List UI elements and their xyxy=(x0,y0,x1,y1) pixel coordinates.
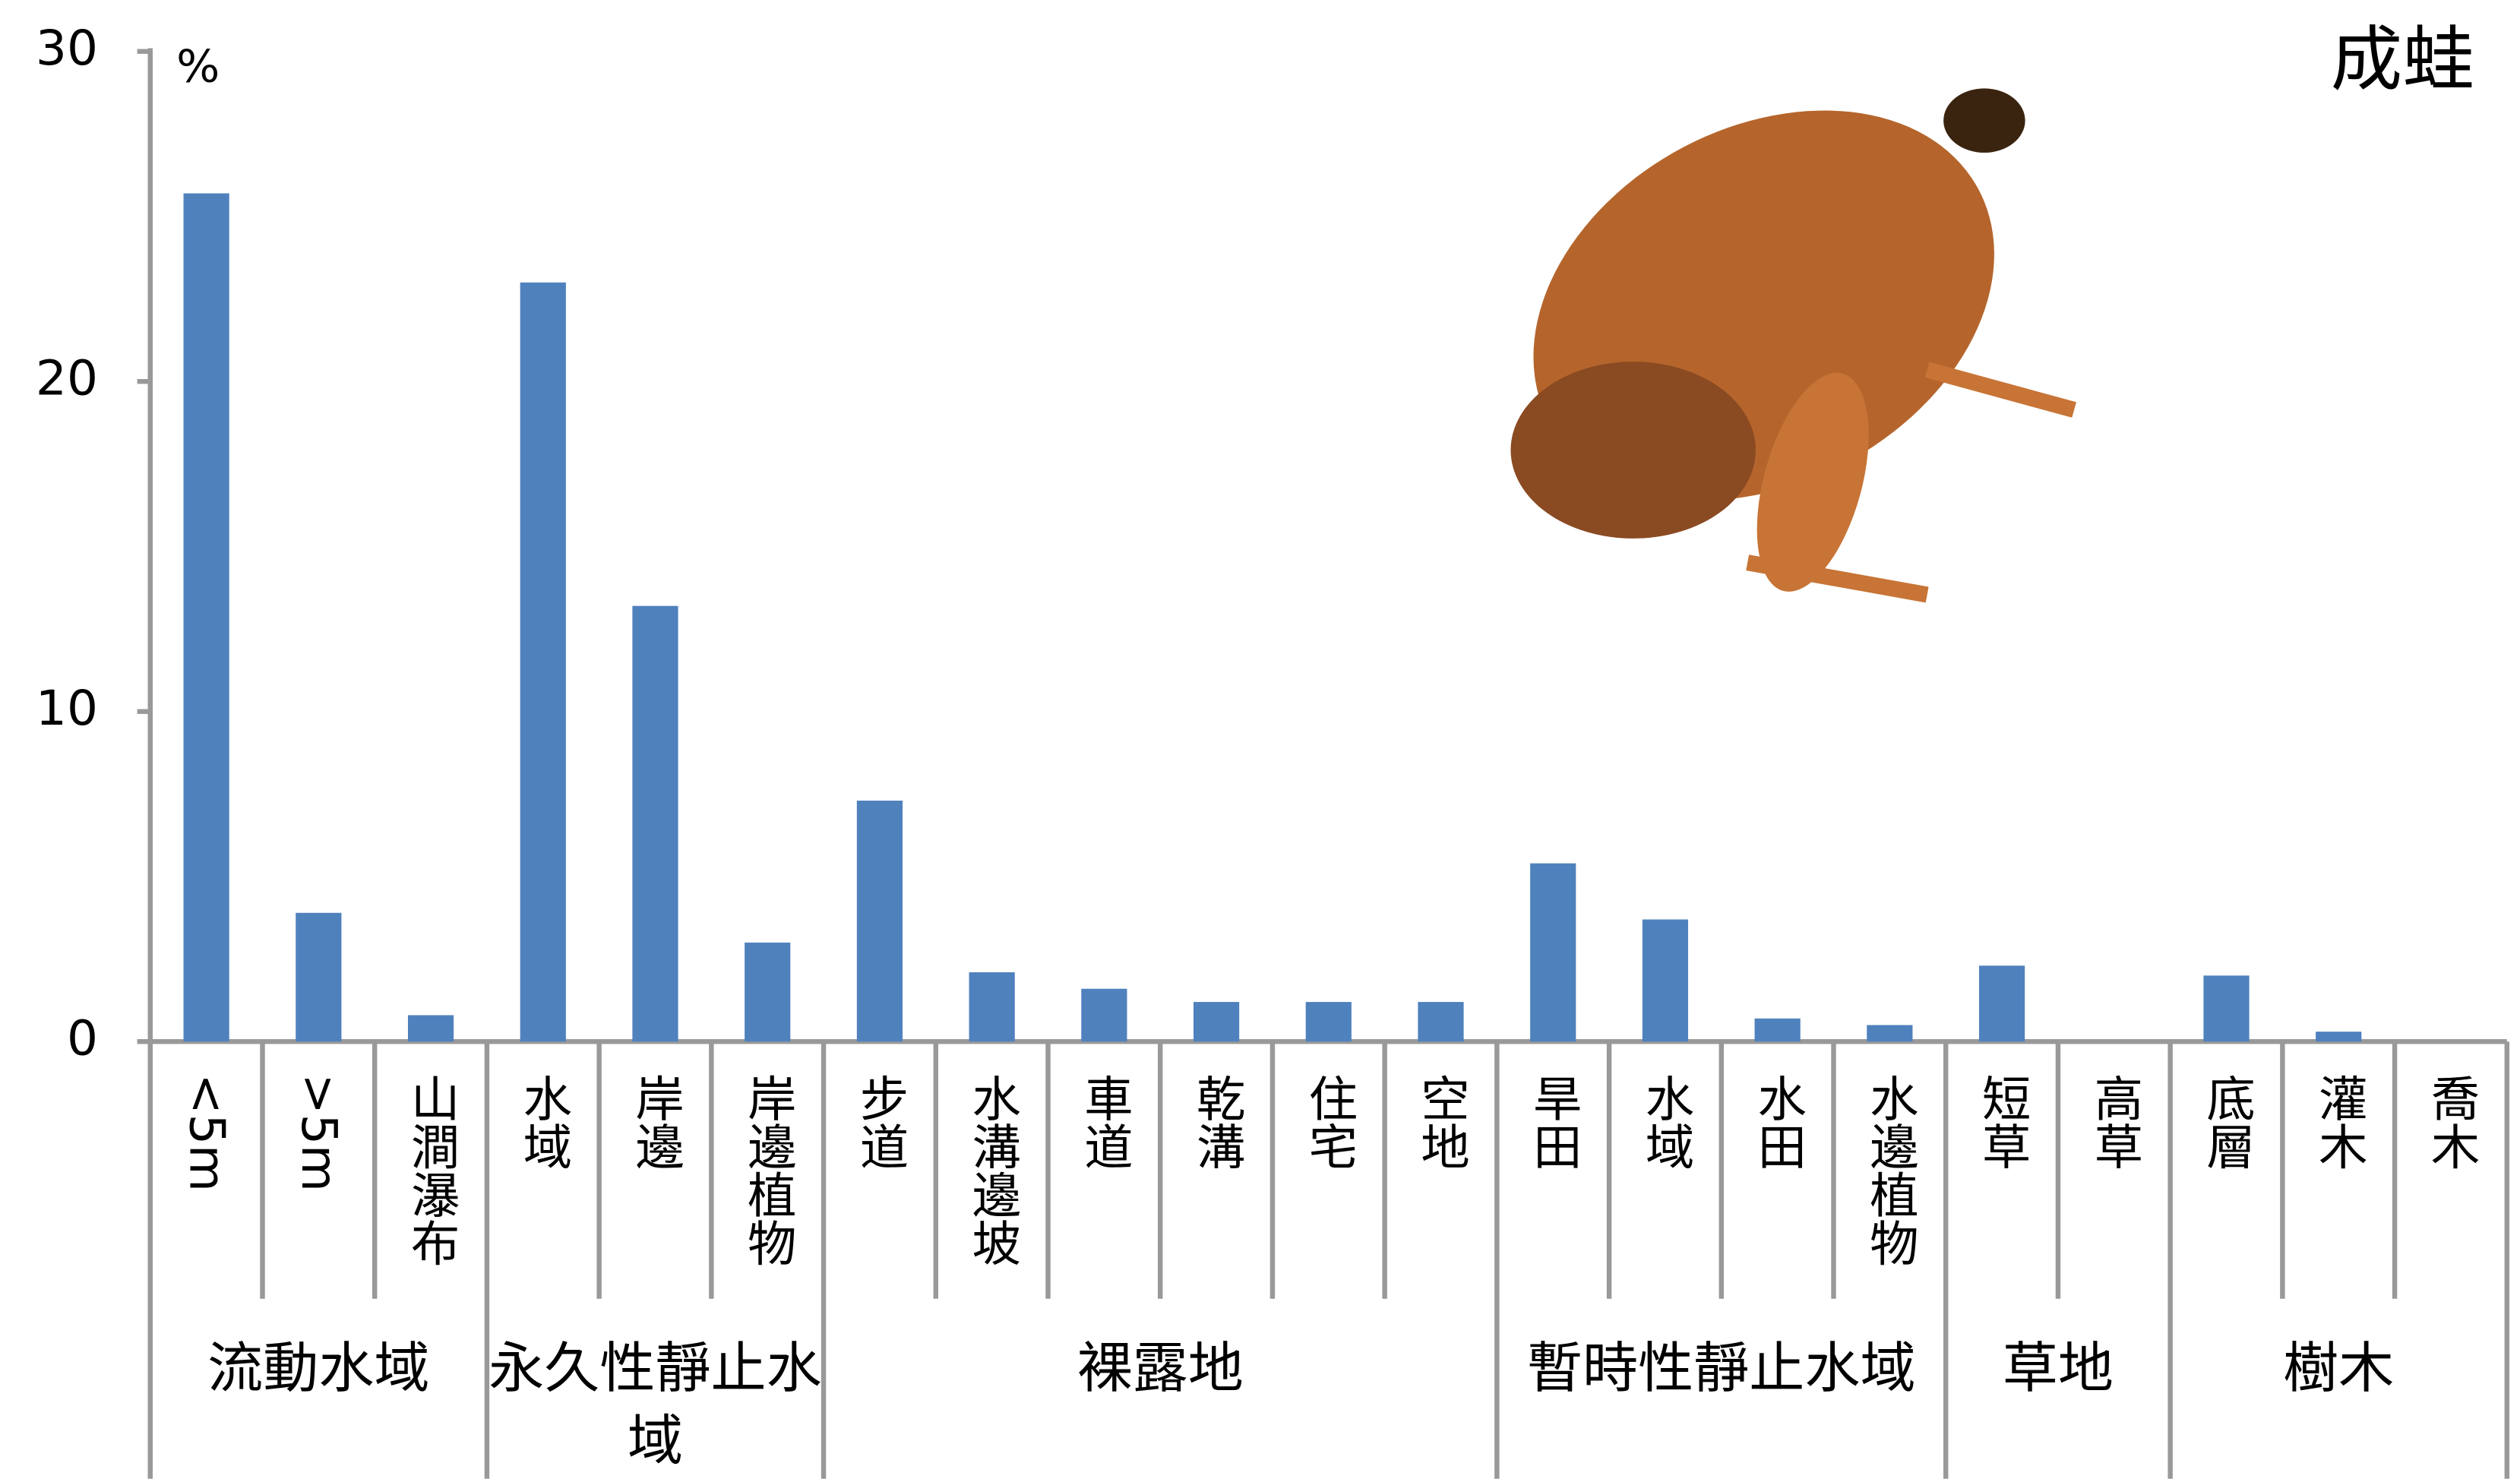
x-tick-label: >5m xyxy=(290,1074,347,1192)
group-label-box: 暫時性靜止水域 xyxy=(1526,1337,1916,1402)
group-label-box: 草地 xyxy=(2002,1337,2114,1402)
bar xyxy=(632,605,678,1042)
x-tick-label: 岸邊 xyxy=(627,1074,684,1171)
y-unit: % xyxy=(176,41,220,93)
group-label-box: 樹木 xyxy=(2283,1337,2395,1402)
bar xyxy=(2316,1032,2362,1042)
x-tick-label: 底層 xyxy=(2198,1074,2255,1171)
x-tick-label: 車道 xyxy=(1076,1074,1133,1171)
x-tick-label: 步道 xyxy=(852,1074,909,1171)
x-tick-label: 水田 xyxy=(1749,1074,1806,1171)
x-tick-label: 高草 xyxy=(2086,1074,2143,1171)
x-tick-label: 水域 xyxy=(1637,1074,1694,1171)
bar xyxy=(1305,1002,1352,1042)
bar xyxy=(296,912,342,1042)
bar xyxy=(1642,919,1689,1042)
bar xyxy=(520,282,566,1042)
x-tick-label: 空地 xyxy=(1412,1074,1469,1171)
bar xyxy=(2203,975,2250,1042)
x-tick-label: 水域 xyxy=(514,1074,571,1171)
x-tick-label: 水邊植物 xyxy=(1861,1074,1918,1267)
x-tick-label: 灌木 xyxy=(2310,1074,2367,1171)
group-label-box: 永久性靜止水域 xyxy=(489,1337,822,1474)
group-label-box: 流動水域 xyxy=(207,1337,430,1402)
group-label: 草地 xyxy=(2002,1337,2114,1402)
x-tick-label: 水溝邊坡 xyxy=(963,1074,1020,1267)
bar xyxy=(969,972,1015,1042)
x-tick-label: 岸邊植物 xyxy=(739,1074,796,1267)
x-tick-label: 旱田 xyxy=(1525,1074,1582,1171)
group-label-box: 裸露地 xyxy=(1077,1337,1244,1402)
x-tick-label: 住宅 xyxy=(1300,1074,1357,1171)
bar xyxy=(1978,965,2025,1042)
x-tick-label: 喬木 xyxy=(2423,1074,2480,1171)
y-tick-label: 10 xyxy=(36,681,98,737)
bar xyxy=(1418,1002,1464,1042)
bar xyxy=(407,1015,454,1042)
x-tick-label: 山澗瀑布 xyxy=(403,1074,460,1267)
x-tick-label: 乾溝 xyxy=(1188,1074,1245,1171)
bar xyxy=(1081,988,1127,1042)
y-tick-label: 0 xyxy=(67,1011,98,1066)
y-tick-label: 30 xyxy=(36,21,98,77)
bar xyxy=(1867,1025,1913,1042)
group-label: 裸露地 xyxy=(1077,1337,1244,1402)
group-label: 流動水域 xyxy=(207,1337,430,1402)
frog-illustration xyxy=(1510,88,2077,603)
chart-title: 成蛙 xyxy=(2331,19,2474,101)
bar xyxy=(1193,1002,1240,1042)
x-tick-label: 短草 xyxy=(1974,1074,2031,1171)
bar xyxy=(856,801,903,1042)
bar xyxy=(183,193,229,1042)
bar xyxy=(1754,1018,1801,1042)
bar xyxy=(1530,863,1576,1042)
group-label: 暫時性靜止水域 xyxy=(1526,1337,1916,1402)
x-tick-label: <5m xyxy=(178,1074,235,1192)
group-label: 永久性靜止水域 xyxy=(489,1337,822,1474)
group-label: 樹木 xyxy=(2283,1337,2395,1402)
bar xyxy=(745,942,791,1042)
y-tick-label: 20 xyxy=(36,351,98,406)
